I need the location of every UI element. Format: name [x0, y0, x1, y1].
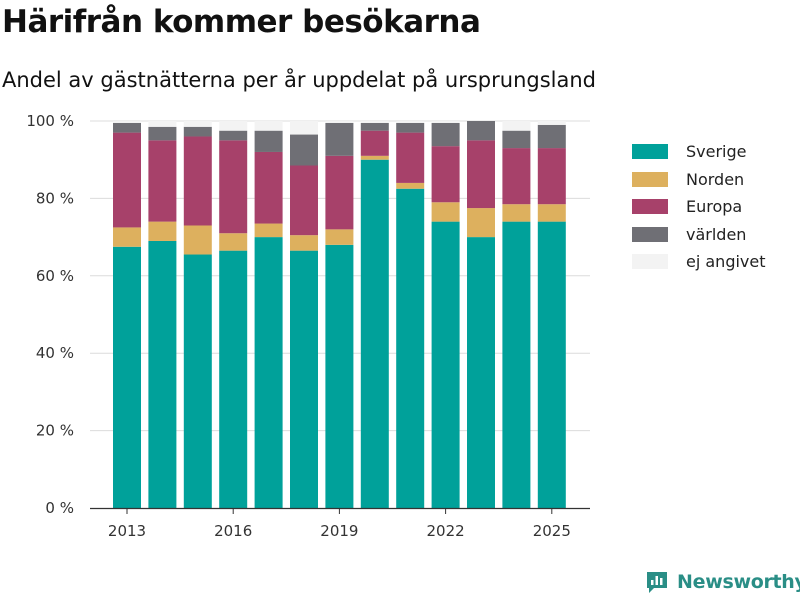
bar-segment [290, 235, 318, 251]
bar-segment [325, 229, 354, 245]
bar-segment [431, 122, 460, 147]
legend-label: Europa [686, 197, 743, 217]
bar-segment [360, 130, 389, 156]
bar-segment [467, 140, 495, 209]
x-tick-label: 2016 [214, 522, 252, 540]
bar-segment [113, 246, 141, 508]
bar-segment [254, 223, 283, 238]
bar-segment [290, 165, 318, 236]
legend: Sverige Norden Europa världen ej angivet [632, 138, 766, 276]
x-tick-label: 2025 [533, 522, 571, 540]
bar-segment [431, 221, 460, 508]
bar-segment [254, 130, 283, 152]
bar-segment [537, 148, 566, 205]
bar-segment [219, 121, 248, 131]
newsworthy-logo-icon [647, 572, 667, 593]
bar-segment [290, 134, 318, 166]
y-tick-label: 20 % [36, 422, 74, 440]
bar-segment [325, 244, 354, 508]
y-tick-label: 0 % [45, 499, 74, 517]
x-tick-label: 2013 [108, 522, 146, 540]
bar-segment [467, 208, 495, 238]
bar-segment [396, 182, 425, 189]
legend-swatch [632, 199, 668, 215]
bar-segment [396, 122, 425, 133]
y-tick-label: 40 % [36, 344, 74, 362]
bar-segment [183, 225, 212, 255]
bar-segment [183, 254, 212, 508]
legend-swatch [632, 226, 668, 242]
legend-item: världen [632, 221, 766, 249]
bar-segment [431, 121, 460, 123]
bar-segment [360, 122, 389, 131]
bar-segment [219, 140, 248, 234]
bar-segment [467, 237, 495, 508]
chart-subtitle: Andel av gästnätterna per år uppdelat på… [2, 68, 596, 92]
bar-segment [502, 121, 531, 131]
legend-label: Norden [686, 169, 745, 189]
bar-segment [183, 126, 212, 137]
bar-segment [360, 155, 389, 160]
bar-segment [254, 151, 283, 224]
y-tick-label: 80 % [36, 189, 74, 207]
bar-segment [290, 121, 318, 135]
bar-segment [325, 121, 354, 123]
bar-segment [502, 130, 531, 149]
bar-segment [537, 204, 566, 222]
bar-segment [502, 221, 531, 508]
legend-label: ej angivet [686, 252, 766, 272]
bar-segment [502, 148, 531, 205]
x-tick-label: 2019 [320, 522, 358, 540]
x-tick-label: 2022 [427, 522, 465, 540]
bar-segment [290, 250, 318, 508]
bar-segment [502, 204, 531, 222]
legend-item: ej angivet [632, 248, 766, 276]
bar-segment [537, 221, 566, 508]
bar-segment [396, 188, 425, 508]
bar-segment [113, 132, 141, 228]
bar-segment [537, 121, 566, 125]
legend-swatch [632, 171, 668, 187]
legend-swatch [632, 144, 668, 160]
bar-segment [148, 240, 177, 508]
newsworthy-logo: Newsworthy [645, 570, 800, 594]
legend-item: Europa [632, 193, 766, 221]
y-tick-label: 100 % [26, 112, 74, 130]
legend-label: världen [686, 224, 747, 244]
bar-segment [148, 221, 177, 241]
legend-item: Norden [632, 166, 766, 194]
bar-segment [219, 250, 248, 508]
bar-segment [148, 121, 177, 127]
bar-segment [148, 140, 177, 222]
legend-item: Sverige [632, 138, 766, 166]
bar-segment [219, 233, 248, 251]
bar-segment [113, 121, 141, 123]
bar-segment [183, 136, 212, 226]
bar-segment [148, 126, 177, 141]
bar-segment [537, 124, 566, 149]
bar-segment [467, 121, 495, 141]
bar-segment [113, 227, 141, 247]
chart-title: Härifrån kommer besökarna [2, 4, 481, 40]
legend-label: Sverige [686, 142, 747, 162]
bar-segment [113, 122, 141, 133]
bar-segment [219, 130, 248, 141]
bar-segment [431, 202, 460, 222]
bar-segment [431, 146, 460, 203]
bar-segment [360, 159, 389, 508]
bar-segment [254, 121, 283, 131]
bar-segment [360, 121, 389, 123]
legend-swatch [632, 254, 668, 270]
bar-segment [396, 121, 425, 123]
bar-segment [396, 132, 425, 183]
bar-segment [325, 122, 354, 156]
logo-text: Newsworthy [677, 571, 800, 593]
bar-segment [254, 237, 283, 508]
y-tick-label: 60 % [36, 267, 74, 285]
bar-segment [183, 121, 212, 127]
bar-segment [325, 155, 354, 230]
